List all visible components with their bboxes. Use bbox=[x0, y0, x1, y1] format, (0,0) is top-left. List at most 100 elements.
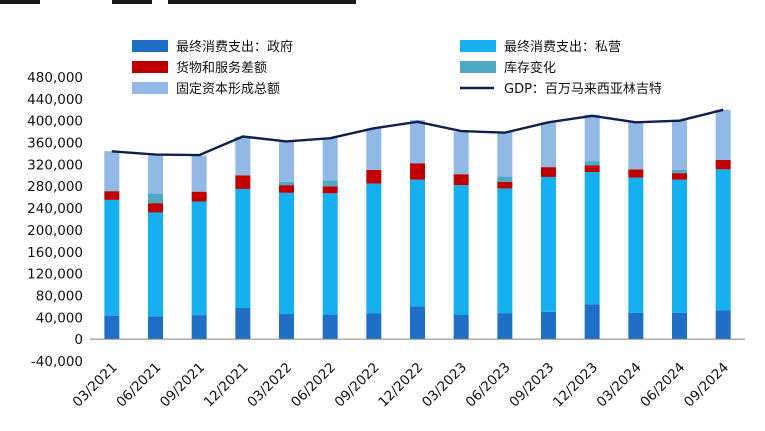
x-tick-label: 06/2021 bbox=[113, 360, 164, 411]
x-axis: 03/202106/202109/202112/202103/202206/20… bbox=[70, 338, 745, 411]
bar-segment bbox=[366, 313, 382, 340]
bar-segment bbox=[541, 311, 556, 340]
y-tick-label: 480,000 bbox=[27, 70, 83, 86]
x-tick-label: 12/2022 bbox=[375, 360, 426, 411]
y-tick-label: 200,000 bbox=[27, 223, 83, 239]
bar-segment bbox=[410, 163, 425, 180]
y-tick-label: 80,000 bbox=[36, 288, 83, 304]
bar-segment bbox=[453, 185, 469, 315]
bar-segment bbox=[279, 181, 294, 186]
bar-segment bbox=[191, 191, 207, 202]
bar-segment bbox=[410, 306, 425, 340]
bar-segment bbox=[497, 188, 513, 314]
bar-segment bbox=[235, 137, 251, 176]
legend-swatch bbox=[132, 82, 168, 94]
bar-segment bbox=[715, 109, 731, 161]
bar-segment bbox=[672, 119, 687, 170]
bar-segment bbox=[584, 114, 600, 162]
bar-segment bbox=[366, 169, 382, 184]
bar-segment bbox=[148, 212, 163, 317]
y-tick-label: 240,000 bbox=[27, 201, 83, 217]
top-strip-band bbox=[0, 0, 40, 4]
top-strip-band bbox=[168, 0, 356, 4]
bar-segment bbox=[541, 167, 556, 177]
legend-swatch bbox=[132, 40, 168, 52]
bar-segment bbox=[366, 128, 382, 170]
bar-segment bbox=[410, 179, 425, 307]
legend-label: 库存变化 bbox=[504, 60, 556, 76]
bar-segment bbox=[541, 176, 556, 312]
x-tick-label: 06/2024 bbox=[637, 360, 688, 411]
y-tick-label: 280,000 bbox=[27, 179, 83, 195]
x-tick-label: 03/2024 bbox=[594, 360, 645, 411]
bar-segment bbox=[672, 179, 687, 313]
bar-segment bbox=[235, 308, 251, 340]
y-tick-label: 400,000 bbox=[27, 114, 83, 130]
y-tick-label: 40,000 bbox=[36, 310, 83, 326]
bar-segment bbox=[672, 173, 687, 180]
y-tick-label: 0 bbox=[74, 332, 83, 348]
bar-segment bbox=[322, 186, 338, 194]
x-tick-label: 09/2021 bbox=[157, 360, 208, 411]
bar-segment bbox=[672, 312, 687, 340]
bar-segment bbox=[672, 169, 687, 174]
legend-label: 最终消费支出：政府 bbox=[176, 39, 293, 55]
bar-segment bbox=[279, 185, 294, 193]
bar-segment bbox=[628, 312, 644, 340]
bar-segment bbox=[191, 315, 207, 340]
bar-segment bbox=[279, 192, 294, 315]
x-tick-label: 12/2021 bbox=[201, 360, 252, 411]
bar-segment bbox=[497, 313, 513, 340]
bar-segment bbox=[715, 310, 731, 340]
y-tick-label: -40,000 bbox=[31, 354, 83, 370]
bar-segment bbox=[322, 138, 338, 181]
bar-segment bbox=[715, 169, 731, 311]
bar-segment bbox=[322, 314, 338, 340]
bar-segment bbox=[497, 131, 513, 177]
bar-segment bbox=[235, 188, 251, 309]
bar-segment bbox=[191, 201, 207, 316]
x-tick-label: 06/2022 bbox=[288, 360, 339, 411]
legend-swatch bbox=[460, 40, 496, 52]
y-tick-label: 360,000 bbox=[27, 136, 83, 152]
bar-segment bbox=[322, 193, 338, 315]
y-tick-label: 440,000 bbox=[27, 92, 83, 108]
bar-segment bbox=[322, 180, 338, 187]
bar-segment bbox=[410, 120, 425, 164]
top-strip-decoration bbox=[0, 0, 765, 6]
bar-segment bbox=[541, 122, 556, 168]
bar-segment bbox=[104, 191, 120, 200]
bar-segment bbox=[148, 155, 163, 194]
bar-segment bbox=[366, 183, 382, 314]
bar-segment bbox=[279, 314, 294, 340]
legend-swatch bbox=[460, 61, 496, 73]
top-strip-band bbox=[112, 0, 152, 4]
legend-swatch bbox=[132, 61, 168, 73]
x-tick-label: 03/2022 bbox=[244, 360, 295, 411]
gdp-line bbox=[111, 108, 724, 157]
legend-label: 固定资本形成总额 bbox=[176, 82, 280, 97]
y-tick-label: 160,000 bbox=[27, 245, 83, 261]
y-axis: -40,000 0 40,000 80,000 120,000 160,000 200,00… bbox=[27, 70, 83, 370]
bar-segment bbox=[715, 160, 731, 170]
y-tick-label: 320,000 bbox=[27, 157, 83, 173]
bar-segment bbox=[497, 181, 513, 189]
bar-segment bbox=[628, 169, 644, 178]
y-tick-label: 120,000 bbox=[27, 267, 83, 283]
bar-segment bbox=[584, 172, 600, 305]
legend-label: 货物和服务差额 bbox=[176, 60, 267, 76]
bar-segment bbox=[453, 314, 469, 340]
bar-segment bbox=[279, 141, 294, 182]
bar-segment bbox=[148, 203, 163, 213]
bar-segment bbox=[584, 165, 600, 173]
bar-segment bbox=[584, 161, 600, 166]
x-tick-label: 09/2024 bbox=[681, 360, 732, 411]
bar-segment bbox=[148, 193, 163, 204]
x-tick-label: 12/2023 bbox=[550, 360, 601, 411]
bar-segment bbox=[148, 316, 163, 340]
bar-segment bbox=[104, 315, 120, 340]
legend-label: 最终消费支出：私营 bbox=[504, 39, 621, 55]
bar-segment bbox=[453, 174, 469, 186]
x-tick-label: 06/2023 bbox=[463, 360, 514, 411]
